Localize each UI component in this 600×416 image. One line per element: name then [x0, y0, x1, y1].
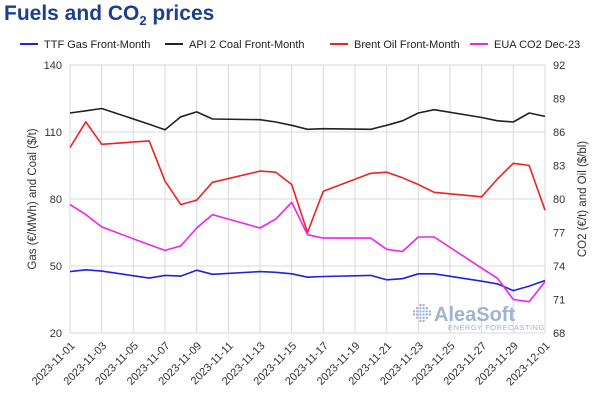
y-left-tick-label: 20: [50, 328, 62, 340]
series-line-brent-oil-front-month: [69, 121, 546, 234]
y-left-tick-label: 140: [44, 60, 62, 72]
y-right-tick-label: 86: [553, 127, 565, 139]
legend-label: API 2 Coal Front-Month: [189, 39, 305, 51]
logo-brand-text: AleaSoft: [434, 304, 515, 326]
y-left-tick-label: 80: [50, 194, 62, 206]
legend-label: EUA CO2 Dec-23: [494, 39, 580, 51]
y-right-tick-label: 80: [553, 194, 565, 206]
chart-title: Fuels and CO2 prices: [4, 2, 215, 29]
aleasoft-logo: [412, 303, 432, 323]
series-line-eua-co2-dec-23: [69, 201, 546, 303]
legend-label: Brent Oil Front-Month: [354, 39, 460, 51]
y-left-axis-label: Gas (€/MWh) and Coal ($/t): [27, 128, 39, 269]
y-left-tick-label: 110: [44, 127, 62, 139]
y-right-tick-label: 71: [553, 295, 565, 307]
series-line-ttf-gas-front-month: [69, 268, 546, 292]
y-right-axis-label: CO2 (€/t) and Oil ($/bl): [577, 141, 589, 257]
y-right-tick-label: 68: [553, 328, 565, 340]
logo-tagline-text: ENERGY FORECASTING: [448, 323, 545, 332]
series-line-api-2-coal-front-month: [69, 107, 546, 131]
y-right-tick-label: 83: [553, 161, 565, 173]
y-right-tick-label: 74: [553, 261, 565, 273]
y-right-tick-label: 77: [553, 228, 565, 240]
legend-label: TTF Gas Front-Month: [44, 39, 150, 51]
y-right-tick-label: 89: [553, 94, 565, 106]
y-right-tick-label: 92: [553, 60, 565, 72]
y-left-tick-label: 50: [50, 261, 62, 273]
